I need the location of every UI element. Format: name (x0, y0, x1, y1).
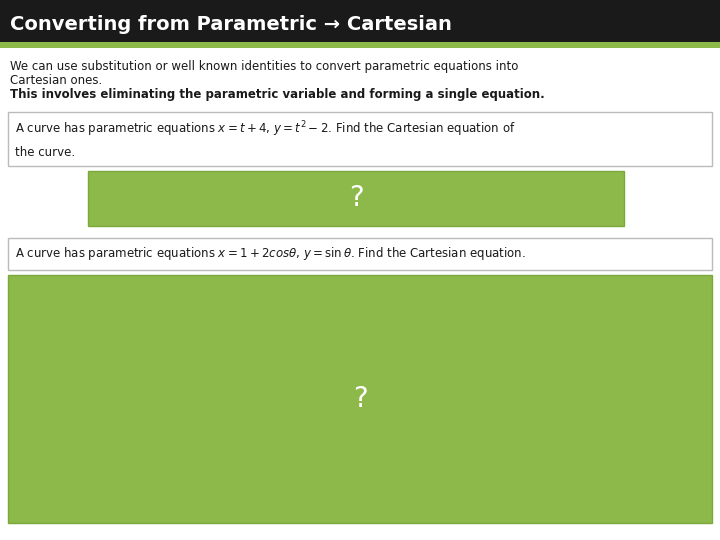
Text: A curve has parametric equations $x = t + 4$, $y = t^{2} - 2$. Find the Cartesia: A curve has parametric equations $x = t … (15, 119, 516, 159)
FancyBboxPatch shape (8, 238, 712, 270)
Text: A curve has parametric equations $x = 1 + 2cos\theta$, $y = \sin\theta$. Find th: A curve has parametric equations $x = 1 … (15, 245, 526, 262)
Text: Cartesian ones.: Cartesian ones. (10, 74, 102, 87)
FancyBboxPatch shape (0, 42, 720, 48)
Text: ?: ? (353, 385, 367, 413)
FancyBboxPatch shape (0, 0, 720, 42)
Text: Converting from Parametric → Cartesian: Converting from Parametric → Cartesian (10, 15, 452, 33)
FancyBboxPatch shape (8, 275, 712, 523)
FancyBboxPatch shape (8, 112, 712, 166)
Text: This involves eliminating the parametric variable and forming a single equation.: This involves eliminating the parametric… (10, 88, 545, 101)
FancyBboxPatch shape (0, 48, 720, 540)
Text: We can use substitution or well known identities to convert parametric equations: We can use substitution or well known id… (10, 60, 518, 73)
FancyBboxPatch shape (88, 171, 624, 226)
Text: ?: ? (348, 185, 364, 213)
